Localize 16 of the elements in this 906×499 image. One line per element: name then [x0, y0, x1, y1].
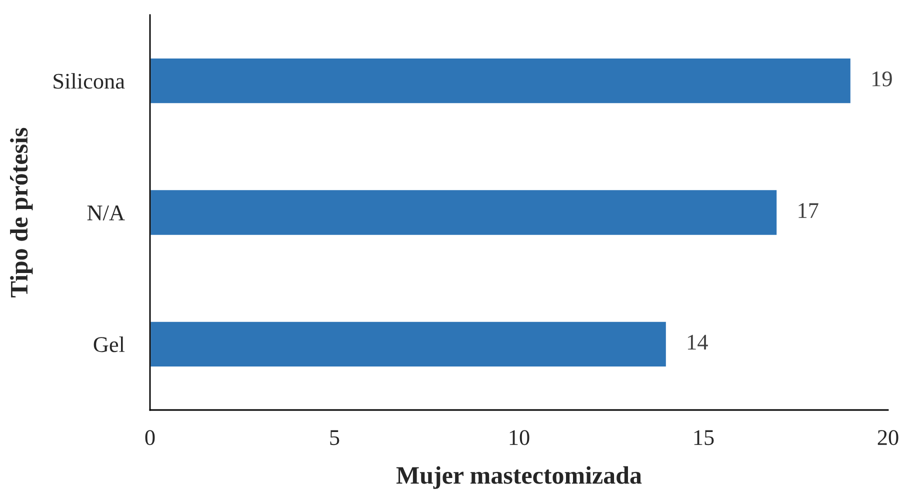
y-tick-label: Gel [94, 336, 125, 352]
x-tick-label: 10 [510, 430, 530, 446]
y-tick-label: N/A [87, 206, 125, 220]
data-label: 14 [688, 334, 708, 350]
data-label: 19 [872, 71, 892, 86]
x-tick-label: 0 [145, 430, 155, 446]
x-tick-label: 5 [330, 430, 340, 446]
y-tick-label: Silicona [54, 73, 125, 89]
bar [150, 57, 852, 105]
bar [150, 320, 668, 368]
y-axis-title: Tipo de prótesis [10, 128, 33, 298]
x-tick-label: 15 [694, 430, 714, 446]
x-tick-label: 20 [878, 430, 898, 446]
bar [150, 188, 778, 236]
data-label: 17 [798, 203, 818, 218]
x-axis-title: Mujer mastectomizada [396, 466, 642, 489]
